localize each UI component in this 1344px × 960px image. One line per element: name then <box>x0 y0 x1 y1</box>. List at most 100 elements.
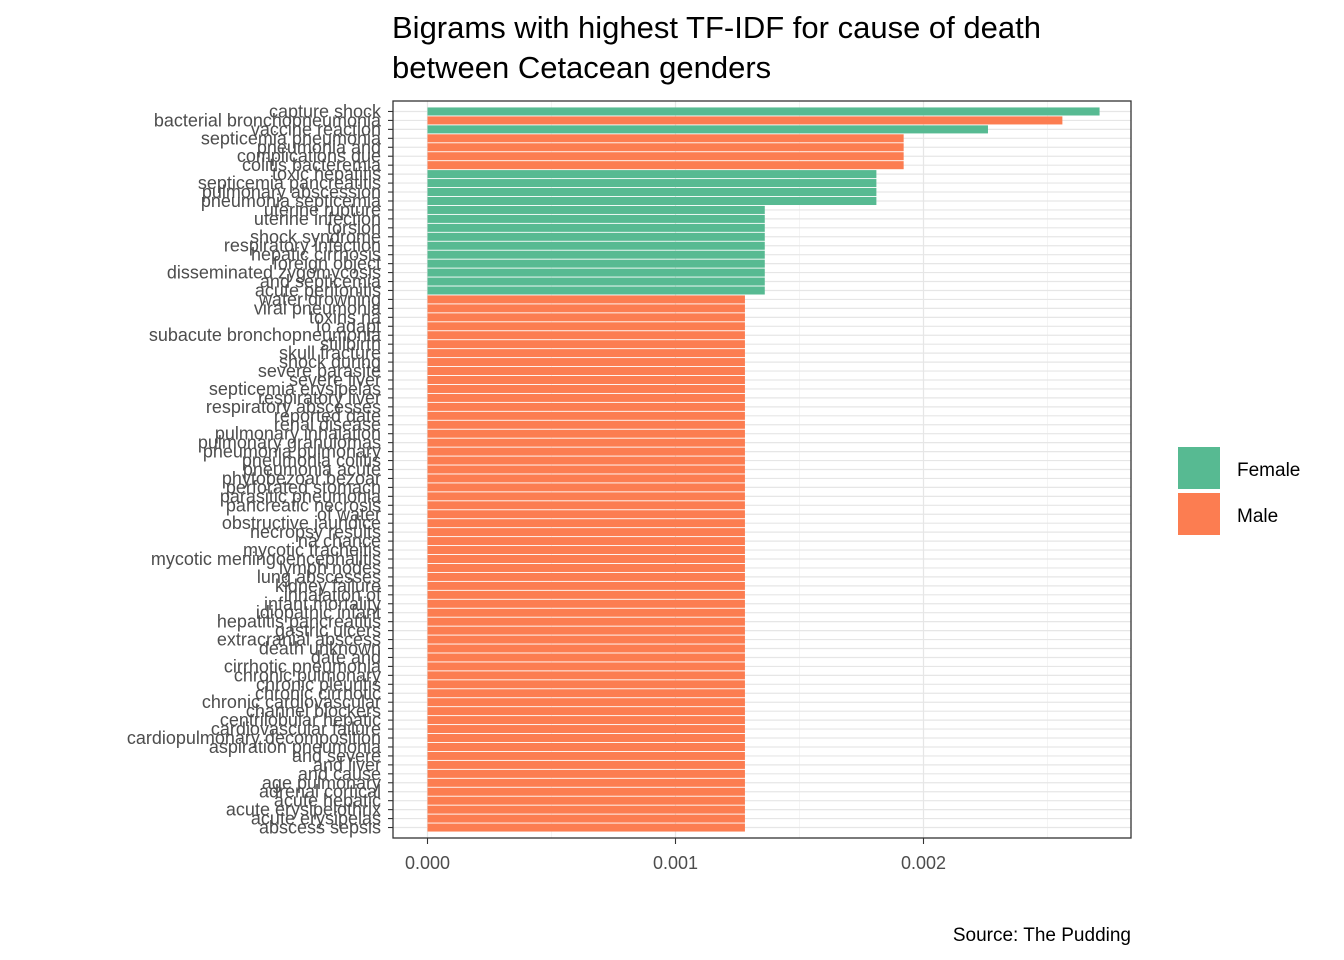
bar-male <box>427 769 745 778</box>
bar-female <box>427 205 765 214</box>
legend-swatch-female <box>1178 447 1220 489</box>
y-tick-label: hepatic cirrhosis <box>251 245 381 265</box>
bar-male <box>427 635 745 644</box>
bar-female <box>427 223 765 232</box>
bar-female <box>427 277 765 286</box>
bar-male <box>427 707 745 716</box>
bar-male <box>427 778 745 787</box>
y-tick-label: centrilobular hepatic <box>220 710 381 730</box>
y-tick-label: water drowning <box>258 289 381 309</box>
bar-female <box>427 241 765 250</box>
y-tick-label: and septicemia <box>260 272 382 292</box>
bar-male <box>427 760 745 769</box>
bar-female <box>427 268 765 277</box>
y-tick-label: gastric ulcers <box>275 621 381 641</box>
bar-male <box>427 384 745 393</box>
y-tick-label: to adapt <box>316 316 381 336</box>
chart-title-line-2: between Cetacean genders <box>392 50 771 85</box>
bar-male <box>427 671 745 680</box>
chart-caption: Source: The Pudding <box>953 925 1131 946</box>
bar-male <box>427 519 745 528</box>
y-tick-label: chronic pleuritis <box>256 674 381 694</box>
bar-male <box>427 152 904 161</box>
y-tick-label: idiopathic infant <box>256 603 381 623</box>
y-tick-label: na chance <box>298 531 381 551</box>
bar-male <box>427 349 745 358</box>
bar-male <box>427 528 745 537</box>
bar-male <box>427 465 745 474</box>
y-tick-label: inhalation of <box>284 585 382 605</box>
y-tick-label: perforated stomach <box>226 477 381 497</box>
bar-male <box>427 733 745 743</box>
bar-male <box>427 411 745 420</box>
bar-male <box>427 295 745 304</box>
y-tick-label: bacterial bronchopneumonia <box>154 110 382 130</box>
y-tick-label: foreign object <box>273 254 381 274</box>
y-tick-label: pancreatic necrosis <box>226 495 381 515</box>
bar-female <box>427 107 1100 116</box>
bar-male <box>427 393 745 402</box>
y-tick-label: death unknown <box>259 639 381 659</box>
y-tick-label: chronic cardiovascular <box>202 692 381 712</box>
y-tick-label: shock syndrome <box>250 227 381 247</box>
bar-male <box>427 501 745 510</box>
bar-female <box>427 196 877 206</box>
y-tick-label: extracranial abscess <box>217 630 381 650</box>
bar-female <box>427 259 765 268</box>
legend: Female Male <box>1178 447 1300 535</box>
bar-male <box>427 742 745 751</box>
y-tick-label: and severe <box>292 746 381 766</box>
y-tick-label: septicemia erysipelas <box>209 379 381 399</box>
y-tick-label: pulmonary inhalation <box>215 424 381 444</box>
y-tick-label: pneumonia and <box>257 137 381 157</box>
y-tick-label: and cause <box>298 764 381 784</box>
y-tick-label: pneumonia acute <box>243 460 381 480</box>
bar-male <box>427 537 745 546</box>
y-tick-label: obstructive jaundice <box>222 513 381 533</box>
bar-male <box>427 546 745 555</box>
y-tick-label: toxins na <box>309 307 382 327</box>
bar-male <box>427 375 745 385</box>
y-tick-label: and liver <box>313 755 381 775</box>
bar-male <box>427 716 745 725</box>
bar-male <box>427 572 745 581</box>
bar-male <box>427 304 745 313</box>
legend-swatch-male <box>1178 493 1220 535</box>
bar-male <box>427 134 904 143</box>
bar-male <box>427 340 745 349</box>
x-tick-label: 0.002 <box>901 853 946 873</box>
y-tick-label: cardiovascular failure <box>211 719 381 739</box>
y-tick-label: lymph nodes <box>279 558 381 578</box>
y-tick-label: acute erysipelas <box>251 809 381 829</box>
bar-male <box>427 608 745 617</box>
bar-male <box>427 161 904 170</box>
y-tick-label: acute erysipelothrix <box>226 800 381 820</box>
y-tick-label: vaccine reaction <box>251 119 381 139</box>
bar-male <box>427 725 745 734</box>
y-tick-label: age pulmonary <box>262 773 381 793</box>
y-tick-label: severe parasite <box>258 361 381 381</box>
y-tick-label: pulmonary abscession <box>202 182 381 202</box>
bar-male <box>427 617 745 626</box>
bar-female <box>427 188 877 197</box>
y-tick-label: phytobezoar bezoar <box>222 468 381 488</box>
bar-male <box>427 510 745 519</box>
y-tick-label: parasitic pneumonia <box>220 486 382 506</box>
bar-female <box>427 232 765 241</box>
y-tick-label: aspiration pneumonia <box>209 737 382 757</box>
bar-male <box>427 429 745 438</box>
y-tick-label: renal disease <box>274 415 381 435</box>
x-tick-label: 0.001 <box>653 853 698 873</box>
y-tick-label: complications due <box>237 146 381 166</box>
bar-male <box>427 313 745 322</box>
legend-label-male: Male <box>1237 506 1278 527</box>
y-tick-label: shock during <box>279 352 381 372</box>
bar-male <box>427 626 745 635</box>
y-tick-label: kidney failure <box>275 576 381 596</box>
bar-male <box>427 438 745 447</box>
bar-female <box>427 214 765 223</box>
bar-male <box>427 402 745 411</box>
bar-female <box>427 179 877 188</box>
bar-male <box>427 322 745 331</box>
